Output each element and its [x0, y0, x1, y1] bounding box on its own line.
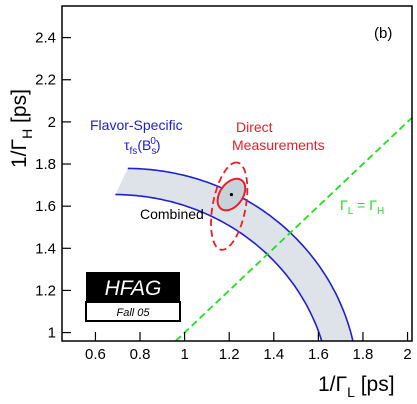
y-tick-label: 2	[48, 114, 56, 131]
x-axis-label: 1/ΓL [ps]	[318, 373, 395, 400]
x-tick-label: 1.4	[263, 346, 284, 363]
x-tick-label: 1.2	[219, 346, 240, 363]
y-tick-label: 1.6	[35, 198, 56, 215]
combined-point	[229, 192, 234, 197]
tau-fs-label: τfs(Bs0)	[124, 136, 161, 157]
direct-label: Direct	[236, 119, 273, 135]
flavor-specific-inner-curve	[115, 193, 323, 341]
x-tick-label: 1.6	[308, 346, 329, 363]
flavor-specific-outer-curve	[127, 167, 354, 341]
y-tick-label: 1.8	[35, 156, 56, 173]
direct-measurements-ellipse	[210, 161, 249, 251]
hfag-logo-subtitle: Fall 05	[116, 307, 150, 319]
gamma-equal-line	[175, 117, 412, 341]
x-tick-label: 1.8	[353, 346, 374, 363]
x-tick-label: 2	[403, 346, 411, 363]
plot-frame	[61, 5, 413, 342]
y-tick-label: 1.2	[35, 282, 56, 299]
x-tick-label: 0.8	[130, 346, 151, 363]
y-axis-label: 1/ΓH [ps]	[8, 89, 35, 168]
y-tick-label: 2.2	[35, 72, 56, 89]
measurements-label: Measurements	[232, 137, 325, 153]
y-tick-label: 1.4	[35, 240, 56, 257]
x-tick-label: 0.6	[85, 346, 106, 363]
y-axis-ticks: 1 1.2 1.4 1.6 1.8 2 2.2 2.4	[35, 30, 71, 342]
y-tick-label: 1	[48, 325, 56, 342]
y-tick-label: 2.4	[35, 30, 56, 47]
hfag-logo: HFAG Fall 05	[85, 272, 181, 322]
flavor-specific-label: Flavor-Specific	[90, 117, 183, 133]
x-axis-ticks: 0.6 0.8 1 1.2 1.4 1.6 1.8 2	[85, 332, 412, 363]
panel-label: (b)	[374, 25, 392, 42]
gamma-equal-label: ΓL = ΓH	[340, 197, 384, 217]
hfag-logo-title: HFAG	[105, 277, 162, 300]
x-tick-label: 1	[180, 346, 188, 363]
combined-label: Combined	[140, 206, 204, 222]
